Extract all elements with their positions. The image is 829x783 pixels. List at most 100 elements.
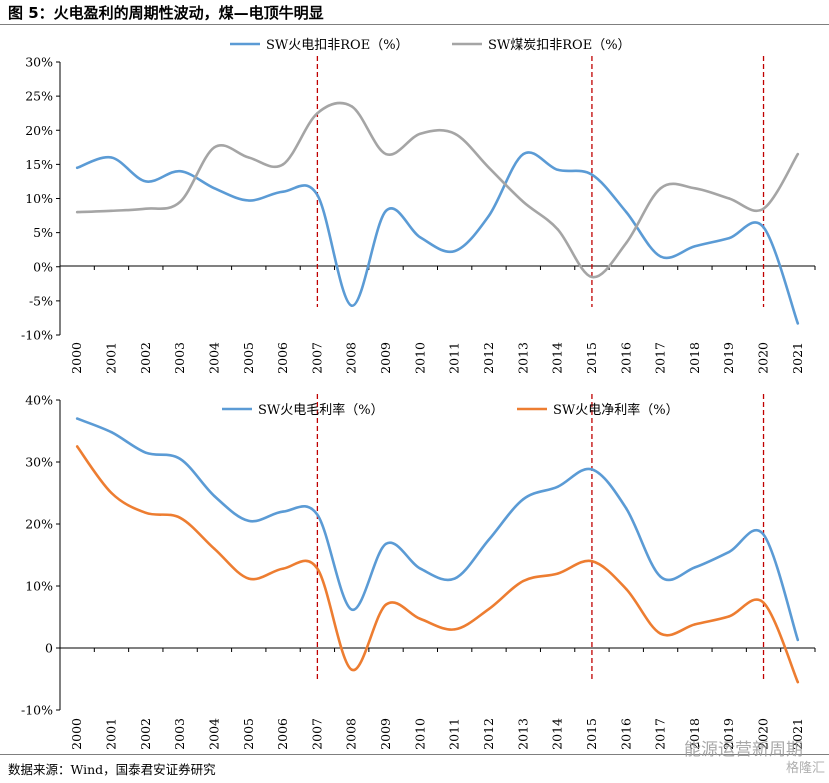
data-point [625, 507, 628, 510]
data-point [316, 193, 319, 197]
data-point [659, 187, 662, 190]
data-point [178, 200, 182, 204]
x-tick-label: 2017 [653, 342, 668, 374]
data-point [144, 511, 147, 515]
data-point [693, 566, 697, 569]
x-tick-label: 2014 [550, 342, 565, 374]
data-point [487, 214, 491, 217]
y-tick-label: -5% [29, 293, 53, 308]
x-tick-label: 2019 [721, 342, 736, 374]
data-point [316, 513, 319, 516]
data-point [144, 180, 147, 183]
data-point [762, 225, 765, 229]
x-tick-label: 2003 [172, 718, 187, 750]
data-point [110, 209, 113, 212]
data-point [522, 200, 525, 204]
data-point [178, 457, 182, 461]
data-point [693, 623, 697, 626]
legend-label: SW火电净利率（%） [553, 402, 679, 418]
data-point [144, 207, 147, 210]
y-tick-label: 40% [25, 393, 53, 408]
data-point [762, 533, 765, 536]
data-point [110, 431, 113, 434]
data-point [796, 322, 800, 325]
data-point [316, 111, 319, 115]
data-point [522, 152, 525, 156]
x-tick-label: 2018 [687, 342, 702, 374]
data-point [384, 603, 388, 606]
data-point [178, 516, 182, 519]
y-tick-label: 10% [25, 191, 53, 206]
data-point [419, 617, 422, 621]
data-point [693, 245, 697, 248]
data-point [453, 628, 456, 631]
data-point [350, 608, 353, 611]
x-tick-label: 2005 [241, 718, 256, 750]
data-point [213, 494, 216, 498]
x-tick-label: 2008 [344, 342, 359, 374]
data-point [178, 170, 182, 173]
y-tick-label: -10% [21, 703, 53, 718]
x-tick-label: 2021 [790, 342, 805, 374]
x-tick-label: 2014 [550, 718, 565, 750]
data-point [556, 228, 559, 231]
x-tick-label: 2019 [721, 718, 736, 750]
data-point [762, 601, 765, 604]
data-point [659, 632, 662, 635]
x-tick-label: 2007 [309, 342, 324, 374]
data-point [247, 199, 250, 202]
data-point [659, 575, 662, 578]
source-note: 数据来源：Wind，国泰君安证券研究 [8, 762, 216, 777]
data-point [419, 567, 422, 570]
x-tick-label: 2007 [309, 718, 324, 750]
data-point [213, 187, 216, 190]
source-rule [0, 754, 829, 755]
x-tick-label: 2002 [138, 342, 153, 374]
data-point [281, 510, 285, 513]
x-tick-label: 2015 [584, 342, 599, 374]
data-point [247, 577, 250, 580]
x-tick-label: 2000 [69, 342, 84, 374]
data-point [762, 207, 765, 210]
data-point [75, 417, 79, 420]
data-point [556, 572, 559, 575]
y-tick-label: 15% [25, 157, 53, 172]
legend-label: SW火电扣非ROE（%） [266, 38, 409, 53]
x-tick-label: 2005 [241, 342, 256, 374]
y-tick-label: 30% [25, 55, 53, 70]
data-point [419, 132, 422, 135]
x-tick-label: 2013 [515, 718, 530, 750]
series-line-1 [75, 417, 800, 642]
x-tick-label: 2012 [481, 718, 496, 750]
x-tick-label: 2013 [515, 342, 530, 374]
x-tick-label: 2010 [412, 342, 427, 374]
x-tick-label: 2011 [447, 718, 462, 750]
data-point [659, 255, 662, 258]
data-point [213, 146, 216, 149]
data-point [693, 187, 697, 190]
data-point [281, 163, 285, 166]
x-tick-label: 2015 [584, 718, 599, 750]
y-tick-label: 20% [25, 517, 53, 532]
data-point [487, 166, 491, 169]
y-tick-label: 5% [33, 225, 53, 240]
x-tick-label: 2002 [138, 718, 153, 750]
data-point [453, 132, 456, 135]
x-tick-label: 2004 [206, 342, 221, 374]
data-point [384, 542, 388, 546]
x-tick-label: 2006 [275, 718, 290, 750]
x-tick-label: 2018 [687, 718, 702, 750]
x-tick-label: 2016 [618, 342, 633, 374]
x-tick-label: 2020 [756, 342, 771, 374]
data-point [796, 680, 800, 684]
series-line-2 [75, 445, 800, 684]
x-tick-label: 2016 [618, 718, 633, 750]
data-point [453, 577, 456, 580]
data-point [247, 156, 250, 159]
x-tick-label: 2000 [69, 718, 84, 750]
x-tick-label: 2009 [378, 342, 393, 374]
x-tick-label: 2001 [103, 718, 118, 750]
data-point [110, 491, 113, 495]
x-tick-label: 2009 [378, 718, 393, 750]
